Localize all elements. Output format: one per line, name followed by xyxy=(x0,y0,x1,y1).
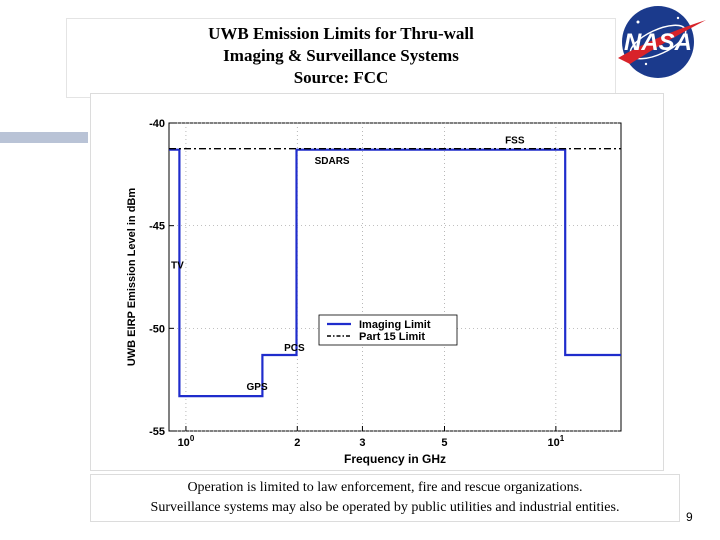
y-tick-label: -45 xyxy=(149,221,165,233)
annotation-label: PCS xyxy=(284,343,305,354)
caption-line-2: Surveillance systems may also be operate… xyxy=(150,500,620,515)
y-axis-label: UWB EIRP Emission Level in dBm xyxy=(126,188,138,366)
y-tick-label: -40 xyxy=(149,118,165,130)
caption: Operation is limited to law enforcement,… xyxy=(90,474,680,522)
nasa-logo-text: NASA xyxy=(624,29,692,56)
annotation-label: SDARS xyxy=(315,156,350,167)
x-tick-label: 5 xyxy=(441,437,447,449)
x-tick-label: 101 xyxy=(548,434,565,449)
series-line xyxy=(169,148,621,398)
nasa-logo-swoosh xyxy=(618,20,706,64)
nasa-logo-star xyxy=(676,16,680,20)
emission-chart: -40 -45 -50 -55 100 2 3 5 101 Frequency in GHz UWB… xyxy=(126,118,622,466)
decorative-bar xyxy=(0,132,88,143)
caption-line-1: Operation is limited to law enforcement,… xyxy=(187,480,583,495)
title-line-2: Imaging & Surveillance Systems xyxy=(223,46,459,65)
nasa-logo-star xyxy=(636,20,640,24)
nasa-logo-star xyxy=(644,62,648,66)
slide-title: UWB Emission Limits for Thru-wall Imagin… xyxy=(66,18,616,98)
y-tick-label: -55 xyxy=(149,426,165,438)
legend-box xyxy=(318,314,458,346)
title-line-3: Source: FCC xyxy=(293,68,389,87)
annotation-label: TV xyxy=(171,261,184,272)
page-number: 9 xyxy=(686,510,693,524)
plot-area xyxy=(168,122,622,432)
nasa-logo: NASA xyxy=(618,6,706,78)
chart-panel: -40 -45 -50 -55 100 2 3 5 101 Frequency in GHz UWB… xyxy=(90,93,664,471)
x-axis-label: Frequency in GHz xyxy=(344,452,446,466)
y-tick-label: -50 xyxy=(149,323,165,335)
x-tick-label: 3 xyxy=(359,437,365,449)
x-tick-label: 2 xyxy=(294,437,300,449)
title-line-1: UWB Emission Limits for Thru-wall xyxy=(208,24,474,43)
legend-label: Part 15 Limit xyxy=(359,331,425,343)
legend-label: Imaging Limit xyxy=(359,319,431,331)
annotation-label: GPS xyxy=(247,382,268,393)
annotation-label: FSS xyxy=(505,135,525,146)
x-tick-label: 100 xyxy=(178,434,195,449)
